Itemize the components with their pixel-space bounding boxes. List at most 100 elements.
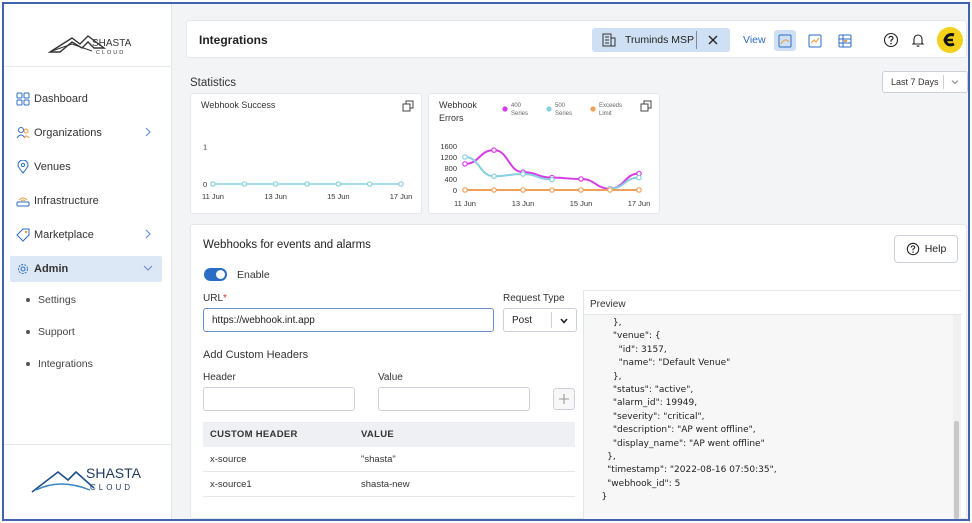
- request-type-select[interactable]: Post: [503, 308, 577, 332]
- statistics-title: Statistics: [190, 77, 237, 89]
- sidebar-item-marketplace[interactable]: Marketplace: [10, 222, 162, 248]
- y-tick-label: 400: [444, 175, 457, 184]
- required-marker: *: [223, 293, 227, 304]
- sidebar-item-admin[interactable]: Admin: [10, 256, 162, 282]
- sidebar-item-dashboard[interactable]: Dashboard: [10, 86, 162, 112]
- chevron-down-icon: [143, 265, 153, 271]
- preview-header: Preview: [584, 291, 962, 315]
- chart-title: Webhook Success: [201, 100, 276, 110]
- shasta-cloud-logo: SHASTA CLOUD: [47, 35, 132, 56]
- data-point: [636, 187, 642, 193]
- help-icon: [906, 242, 919, 256]
- data-point: [491, 173, 497, 180]
- sidebar-subitem-support[interactable]: Support: [26, 326, 75, 338]
- table-row[interactable]: x-source "shasta": [203, 447, 575, 472]
- url-label: URL*: [203, 293, 227, 304]
- tenant-selector[interactable]: Truminds MSP: [592, 28, 730, 52]
- brand-avatar-icon: [943, 33, 955, 47]
- help-button[interactable]: Help: [894, 235, 958, 263]
- data-point: [462, 154, 468, 160]
- webhook-success-chart: Webhook Success 0 1 11 Jun 13 Jun 15 Jun 17 Ju…: [201, 100, 414, 201]
- legend-marker: [546, 106, 552, 112]
- expand-icon: [402, 100, 414, 112]
- view-chart-button[interactable]: [804, 30, 826, 51]
- custom-headers-table: CUSTOM HEADER VALUE x-source "shasta" x-…: [203, 422, 575, 497]
- legend-marker: [590, 106, 596, 112]
- data-point: [578, 187, 584, 193]
- webhooks-section: Webhooks for events and alarms Help Enab…: [190, 224, 967, 519]
- webhooks-title: Webhooks for events and alarms: [203, 239, 371, 251]
- series-line: [464, 149, 640, 190]
- preview-line: },: [590, 371, 622, 382]
- header-label: Header: [203, 372, 236, 383]
- chevron-down-icon: [560, 318, 568, 324]
- view-map-button[interactable]: [774, 30, 796, 51]
- chevron-right-icon: [145, 229, 151, 239]
- sidebar-subitem-settings[interactable]: Settings: [26, 294, 76, 306]
- data-point: [366, 181, 373, 187]
- toggle-knob: [216, 270, 225, 279]
- avatar[interactable]: [937, 27, 963, 53]
- preview-line: "display_name": "AP went offline": [590, 438, 765, 449]
- legend-label: Exceeds: [599, 103, 622, 109]
- preview-line: "description": "AP went offline",: [590, 425, 756, 436]
- chart-title: Errors: [439, 113, 464, 123]
- table-row[interactable]: x-source1 shasta-new: [203, 472, 575, 497]
- sidebar-subitem-label: Integrations: [38, 358, 93, 370]
- webhook-errors-card: Webhook Errors 0 400 800 1200 1600 11 Jun 13 Jun…: [428, 93, 660, 214]
- sidebar-item-infrastructure[interactable]: Infrastructure: [10, 188, 162, 214]
- value-input[interactable]: [378, 387, 530, 411]
- x-tick-label: 17 Jun: [390, 192, 413, 201]
- series-line: [464, 156, 553, 181]
- bell-icon[interactable]: [910, 32, 926, 48]
- preview-line: "timestamp": "2022-08-16 07:50:35",: [590, 465, 777, 476]
- building-icon: [602, 33, 616, 47]
- view-grid-button[interactable]: [834, 30, 856, 51]
- sidebar-subitem-integrations[interactable]: Integrations: [26, 358, 93, 370]
- data-point: [520, 171, 526, 177]
- sidebar-item-organizations[interactable]: Organizations: [10, 120, 162, 146]
- sidebar-item-label: Organizations: [34, 127, 102, 139]
- header-input[interactable]: [203, 387, 355, 411]
- date-range-select[interactable]: Last 7 Days: [882, 71, 968, 93]
- sidebar-divider: [4, 66, 172, 67]
- preview-line: "webhook_id": 5: [590, 478, 681, 489]
- y-tick-label: 1600: [440, 142, 457, 151]
- preview-line: },: [590, 318, 622, 328]
- add-header-button[interactable]: [553, 388, 575, 410]
- preview-line: }: [590, 492, 608, 503]
- x-tick-label: 13 Jun: [512, 199, 535, 208]
- value-label: Value: [378, 372, 403, 383]
- chevron-down-icon: [951, 80, 959, 85]
- enable-toggle[interactable]: [204, 268, 227, 281]
- url-input[interactable]: [203, 308, 494, 332]
- x-tick-label: 15 Jun: [327, 192, 350, 201]
- data-point: [607, 187, 613, 193]
- legend-marker: [502, 106, 508, 112]
- sidebar-item-label: Venues: [34, 161, 71, 173]
- view-label: View: [743, 34, 766, 46]
- sidebar-item-label: Admin: [34, 263, 69, 275]
- page-title: Integrations: [199, 33, 268, 47]
- sidebar-item-label: Dashboard: [34, 93, 88, 105]
- close-icon[interactable]: [706, 33, 720, 47]
- date-range-value: Last 7 Days: [891, 77, 939, 87]
- preview-scrollbar[interactable]: [953, 315, 961, 519]
- sidebar-item-venues[interactable]: Venues: [10, 154, 162, 180]
- table-cell: "shasta": [361, 453, 396, 465]
- sidebar: SHASTA CLOUD Dashboard Organizations Ven…: [4, 4, 172, 519]
- y-tick-label: 1: [203, 143, 207, 152]
- bullet: [26, 298, 30, 302]
- scrollbar-thumb[interactable]: [954, 421, 959, 519]
- data-point: [462, 187, 468, 193]
- data-point: [636, 174, 642, 181]
- gear-icon: [16, 262, 30, 276]
- request-type-value: Post: [512, 315, 533, 326]
- legend-label: Limit: [599, 111, 612, 117]
- help-icon[interactable]: [883, 32, 899, 48]
- preview-line: "alarm_id": 19949,: [590, 398, 698, 409]
- bullet: [26, 330, 30, 334]
- sidebar-item-label: Infrastructure: [34, 195, 99, 207]
- legend-label: Series: [555, 111, 572, 117]
